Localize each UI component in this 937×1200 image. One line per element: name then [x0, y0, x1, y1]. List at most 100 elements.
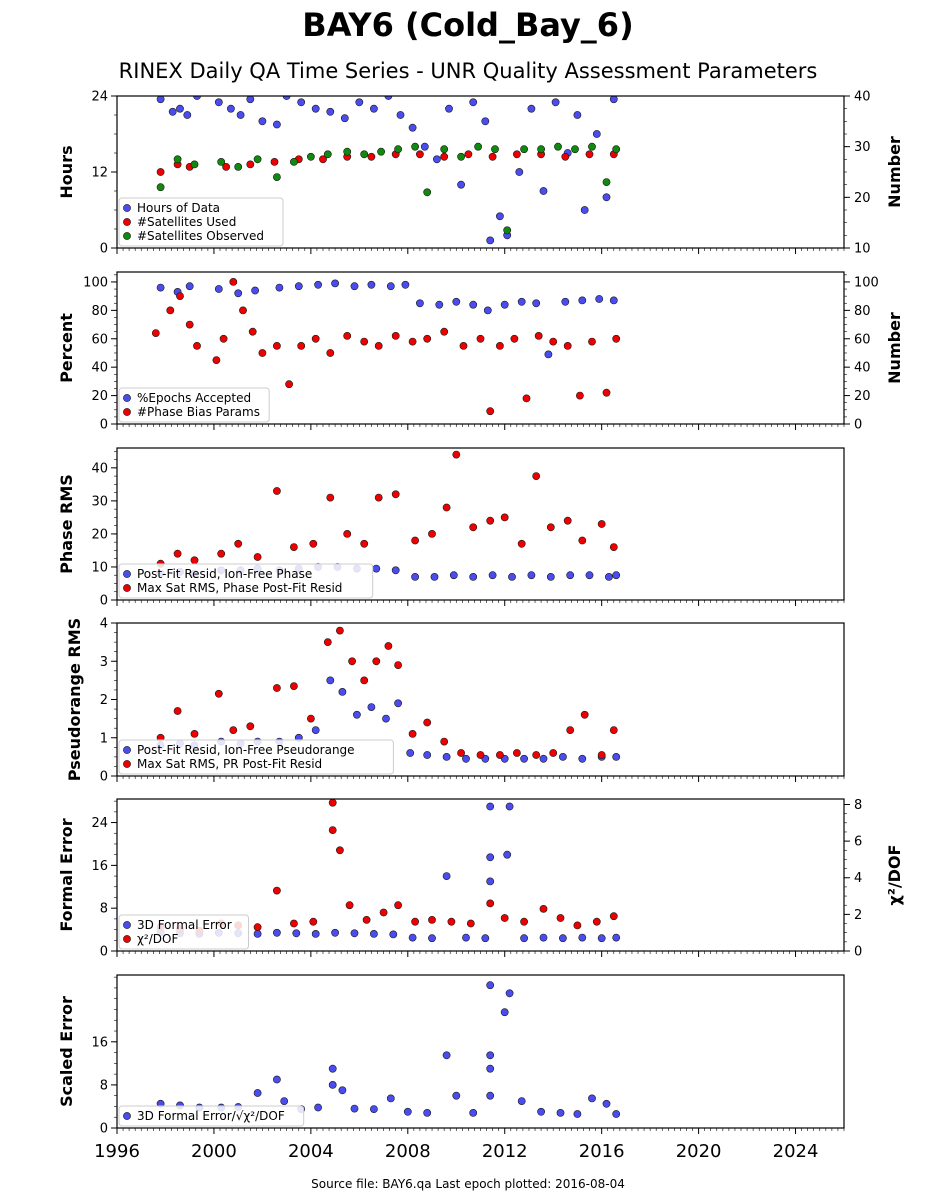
data-point-formal_error-0-28 [612, 933, 621, 942]
data-point-hours-0-9 [258, 117, 267, 126]
y-axis-label-pseudorange_rms: Pseudorange RMS [65, 618, 84, 781]
data-point-percent-1-8 [239, 306, 247, 315]
data-point-pseudorange_rms-0-13 [382, 714, 390, 723]
data-point-formal_error-0-19 [486, 853, 495, 862]
data-point-hours-2-23 [554, 142, 562, 151]
y-right-tick-label: 0 [854, 418, 862, 433]
data-point-hours-0-25 [469, 98, 478, 107]
data-point-phase_rms-1-21 [517, 539, 526, 548]
data-point-percent-0-22 [544, 350, 553, 359]
data-point-phase_rms-1-12 [374, 493, 383, 502]
data-point-hours-2-2 [190, 160, 199, 169]
data-point-formal_error-1-16 [411, 917, 419, 926]
data-point-percent-1-18 [374, 341, 383, 350]
data-point-pseudorange_rms-1-14 [384, 642, 393, 650]
data-point-pseudorange_rms-1-9 [323, 638, 332, 646]
y-tick-label: 0 [100, 770, 108, 785]
x-tick-label: 2016 [579, 1141, 625, 1162]
legend-marker-1 [123, 408, 131, 416]
y-ticks-formal_error: 0 8 16 24 [91, 800, 117, 960]
y-tick-label: 0 [100, 242, 108, 257]
data-point-pseudorange_rms-1-18 [440, 737, 449, 746]
data-point-phase_rms-1-24 [563, 516, 572, 525]
legend-label-0: 3D Formal Error [137, 918, 232, 932]
data-point-percent-1-12 [285, 380, 293, 389]
data-point-phase_rms-0-13 [411, 573, 419, 581]
y-right-tick-label: 20 [854, 389, 871, 404]
data-point-formal_error-1-14 [379, 908, 388, 917]
data-point-formal_error-0-13 [408, 933, 417, 942]
data-point-hours-0-3 [183, 111, 192, 119]
data-point-phase_rms-0-14 [430, 573, 439, 581]
data-point-percent-0-6 [275, 283, 284, 292]
data-point-percent-0-16 [452, 297, 461, 306]
legend-label-1: #Phase Bias Params [137, 405, 260, 419]
data-point-percent-0-7 [294, 282, 303, 291]
data-point-hours-0-1 [168, 107, 177, 116]
data-point-formal_error-0-5 [253, 930, 262, 938]
data-point-scaled_error-0-5 [253, 1089, 262, 1097]
legend-label-2: #Satellites Observed [137, 229, 264, 243]
data-point-pseudorange_rms-1-11 [348, 657, 356, 666]
x-ticks-formal_error [116, 951, 845, 957]
data-point-percent-1-7 [229, 277, 238, 286]
data-point-pseudorange_rms-1-24 [549, 749, 558, 757]
data-point-scaled_error-0-33 [612, 1110, 621, 1118]
data-point-hours-2-15 [423, 188, 432, 197]
data-point-hours-2-17 [457, 152, 465, 161]
data-point-formal_error-0-14 [428, 934, 436, 943]
data-point-phase_rms-0-22 [585, 571, 594, 580]
data-point-percent-1-23 [459, 341, 468, 350]
data-point-phase_rms-1-8 [309, 539, 318, 548]
data-point-percent-1-20 [408, 337, 417, 346]
data-point-hours-2-25 [588, 142, 596, 151]
y-tick-label: 16 [91, 1035, 108, 1050]
y-right-tick-label: 0 [854, 945, 862, 960]
data-point-hours-2-11 [360, 150, 369, 159]
y-tick-label: 20 [91, 527, 108, 542]
data-point-percent-0-25 [595, 295, 604, 303]
y-right-tick-label: 20 [854, 191, 871, 206]
data-point-percent-0-26 [609, 296, 618, 305]
x-tick-label: 2008 [385, 1141, 431, 1162]
data-point-hours-0-7 [236, 111, 245, 119]
data-point-hours-0-38 [602, 193, 611, 202]
data-point-phase_rms-0-21 [566, 571, 575, 580]
data-point-scaled_error-0-15 [386, 1094, 395, 1103]
y-right-axis-label-percent: Number [885, 312, 904, 384]
y-tick-label: 0 [100, 1122, 108, 1137]
data-point-percent-0-23 [561, 297, 570, 306]
data-point-formal_error-1-27 [609, 912, 618, 921]
data-point-pseudorange_rms-0-9 [326, 676, 335, 685]
x-ticks-phase_rms [116, 600, 845, 606]
data-point-hours-2-1 [173, 155, 182, 164]
data-point-phase_rms-0-17 [488, 571, 497, 580]
data-point-scaled_error-0-31 [588, 1094, 596, 1103]
data-point-formal_error-1-23 [539, 905, 548, 913]
points-scaled_error [156, 981, 621, 1118]
data-point-percent-1-34 [602, 388, 611, 397]
data-point-phase_rms-1-23 [546, 523, 555, 532]
y-right-tick-label: 80 [854, 304, 871, 319]
data-point-pseudorange_rms-0-24 [578, 754, 587, 763]
data-point-percent-1-0 [151, 329, 160, 337]
data-point-pseudorange_rms-0-23 [559, 753, 567, 761]
y-ticks-percent: 0 20 40 60 80 100 [83, 274, 117, 433]
data-point-pseudorange_rms-1-23 [532, 751, 541, 759]
y-ticks-scaled_error: 0 8 16 [91, 976, 117, 1137]
data-point-percent-0-12 [386, 282, 395, 291]
legend-label-1: Max Sat RMS, PR Post-Fit Resid [137, 757, 322, 771]
data-point-percent-1-33 [588, 337, 596, 346]
legend-marker-0 [123, 570, 131, 578]
x-tick-label: 1996 [94, 1141, 140, 1162]
data-point-hours-2-14 [411, 142, 419, 151]
legend-marker-0 [123, 394, 131, 402]
data-point-hours-2-20 [503, 226, 512, 235]
legend-box-scaled_error [118, 1105, 305, 1127]
legend-label-1: χ²/DOF [137, 932, 178, 946]
data-point-hours-2-5 [253, 155, 262, 164]
data-point-hours-0-24 [457, 180, 465, 189]
data-point-hours-0-26 [481, 117, 490, 126]
